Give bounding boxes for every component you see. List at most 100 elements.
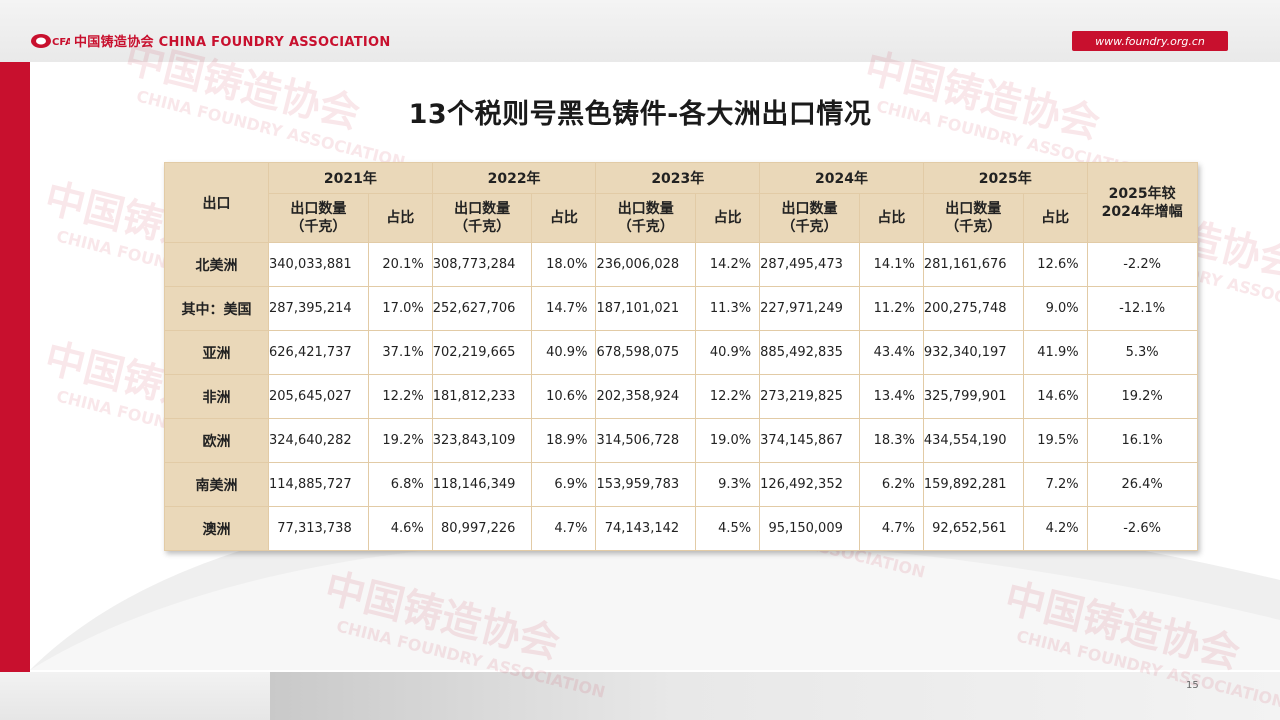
qty-header: 出口数量 （千克） [268,193,369,243]
left-accent-stripe [0,62,30,672]
share-cell: 14.2% [695,242,761,287]
qty-cell: 77,313,738 [268,506,369,551]
share-cell: 4.7% [858,506,924,551]
share-cell: 43.4% [858,330,924,375]
qty-cell: 92,652,561 [922,506,1024,551]
share-cell: 4.2% [1022,506,1088,551]
share-cell: 40.9% [531,330,597,375]
qty-cell: 314,506,728 [595,418,697,463]
qty-cell: 281,161,676 [922,242,1024,287]
qty-cell: 885,492,835 [759,330,860,375]
share-cell: 11.2% [858,286,924,331]
region-cell: 北美洲 [164,242,269,287]
share-cell: 18.9% [531,418,597,463]
table-row: 南美洲 114,885,727 6.8% 118,146,349 6.9% 15… [164,462,1198,507]
association-name: 中国铸造协会 CHINA FOUNDRY ASSOCIATION [74,35,391,50]
qty-cell: 340,033,881 [268,242,369,287]
region-cell: 非洲 [164,374,269,419]
share-header: 占比 [531,193,597,243]
export-table: 出口 2021年 2022年 2023年 2024年 2025年 2025年较 … [164,162,1198,551]
qty-cell: 126,492,352 [759,462,860,507]
share-cell: 6.2% [858,462,924,507]
share-cell: 40.9% [695,330,761,375]
share-header: 占比 [1022,193,1088,243]
year-header: 2024年 [759,162,924,194]
qty-cell: 80,997,226 [431,506,533,551]
qty-cell: 74,143,142 [595,506,697,551]
growth-cell: -12.1% [1086,286,1198,331]
website-link[interactable]: www.foundry.org.cn [1072,31,1228,51]
qty-cell: 626,421,737 [268,330,369,375]
share-cell: 4.6% [367,506,433,551]
growth-header: 2025年较 2024年增幅 [1086,162,1198,243]
qty-cell: 287,495,473 [759,242,860,287]
qty-cell: 236,006,028 [595,242,697,287]
qty-cell: 287,395,214 [268,286,369,331]
share-cell: 7.2% [1022,462,1088,507]
share-cell: 17.0% [367,286,433,331]
growth-cell: 5.3% [1086,330,1198,375]
table-row: 澳洲 77,313,738 4.6% 80,997,226 4.7% 74,14… [164,506,1198,551]
header-row-years: 出口 2021年 2022年 2023年 2024年 2025年 2025年较 … [164,162,1198,243]
share-cell: 6.8% [367,462,433,507]
page-number: 15 [1186,680,1199,691]
bottom-gradient-band [270,672,1280,720]
share-cell: 12.2% [367,374,433,419]
qty-cell: 308,773,284 [431,242,533,287]
export-table-container: 出口 2021年 2022年 2023年 2024年 2025年 2025年较 … [164,162,1198,551]
year-header: 2022年 [431,162,597,194]
share-cell: 37.1% [367,330,433,375]
qty-cell: 678,598,075 [595,330,697,375]
year-header: 2023年 [595,162,761,194]
qty-cell: 227,971,249 [759,286,860,331]
qty-cell: 181,812,233 [431,374,533,419]
share-cell: 6.9% [531,462,597,507]
share-header: 占比 [367,193,433,243]
share-cell: 13.4% [858,374,924,419]
share-cell: 18.3% [858,418,924,463]
share-cell: 4.7% [531,506,597,551]
qty-header: 出口数量 （千克） [922,193,1024,243]
growth-cell: -2.2% [1086,242,1198,287]
table-row: 欧洲 324,640,282 19.2% 323,843,109 18.9% 3… [164,418,1198,463]
share-cell: 41.9% [1022,330,1088,375]
share-cell: 4.5% [695,506,761,551]
share-cell: 18.0% [531,242,597,287]
year-header: 2025年 [922,162,1088,194]
share-cell: 14.1% [858,242,924,287]
share-header: 占比 [858,193,924,243]
qty-cell: 252,627,706 [431,286,533,331]
growth-cell: 19.2% [1086,374,1198,419]
region-cell: 其中：美国 [164,286,269,331]
region-cell: 澳洲 [164,506,269,551]
share-cell: 12.6% [1022,242,1088,287]
qty-cell: 932,340,197 [922,330,1024,375]
qty-cell: 200,275,748 [922,286,1024,331]
qty-header: 出口数量 （千克） [595,193,697,243]
cfa-logo-icon: CFA [31,33,70,48]
qty-cell: 95,150,009 [759,506,860,551]
qty-cell: 434,554,190 [922,418,1024,463]
share-cell: 19.0% [695,418,761,463]
qty-cell: 118,146,349 [431,462,533,507]
table-row: 北美洲 340,033,881 20.1% 308,773,284 18.0% … [164,242,1198,287]
qty-cell: 273,219,825 [759,374,860,419]
qty-cell: 187,101,021 [595,286,697,331]
qty-cell: 325,799,901 [922,374,1024,419]
share-cell: 11.3% [695,286,761,331]
qty-header: 出口数量 （千克） [431,193,533,243]
qty-cell: 202,358,924 [595,374,697,419]
share-cell: 9.0% [1022,286,1088,331]
growth-cell: 16.1% [1086,418,1198,463]
share-cell: 19.2% [367,418,433,463]
qty-cell: 323,843,109 [431,418,533,463]
table-row: 其中：美国 287,395,214 17.0% 252,627,706 14.7… [164,286,1198,331]
qty-cell: 153,959,783 [595,462,697,507]
share-cell: 14.7% [531,286,597,331]
share-cell: 12.2% [695,374,761,419]
qty-cell: 205,645,027 [268,374,369,419]
logo-mark-text: CFA [52,37,70,48]
header-row-subcolumns: 出口数量 （千克） 占比 出口数量 （千克） 占比 出口数量 （千克） 占比 出… [165,193,1198,243]
top-bar [0,0,1280,62]
qty-cell: 702,219,665 [431,330,533,375]
